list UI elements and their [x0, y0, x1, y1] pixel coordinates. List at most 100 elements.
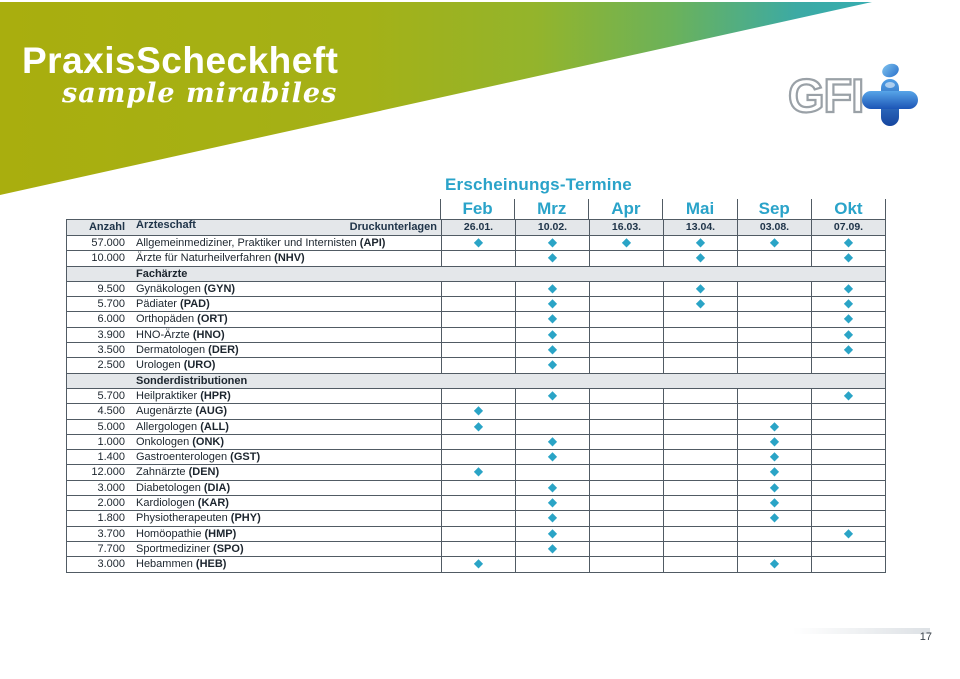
empty-cell	[737, 251, 811, 266]
specialty-cell: Dermatologen (DER)	[136, 344, 239, 357]
empty-cell	[811, 557, 885, 572]
anzahl-header: Anzahl	[88, 221, 125, 233]
druckunterlagen-label: Druckunterlagen	[349, 221, 437, 233]
empty-cell	[663, 419, 737, 434]
publication-marker-icon: ◆	[515, 358, 589, 373]
empty-cell	[663, 480, 737, 496]
count-cell: 3.500	[97, 344, 125, 357]
table-row: 12.000 Zahnärzte (DEN) ◆ ◆	[67, 465, 885, 481]
empty-cell	[589, 419, 663, 434]
table-row: 9.500 Gynäkologen (GYN) ◆ ◆ ◆	[67, 281, 885, 298]
count-cell: 5.700	[97, 298, 125, 311]
months-row: Feb Mrz Apr Mai Sep Okt	[440, 199, 886, 219]
empty-cell	[663, 557, 737, 572]
count-cell: 2.000	[97, 497, 125, 510]
empty-cell	[441, 343, 515, 358]
empty-cell	[811, 358, 885, 373]
month-header-mai: Mai	[662, 199, 736, 219]
table-row: 5.000 Allergologen (ALL) ◆ ◆	[67, 419, 885, 435]
empty-cell	[737, 526, 811, 541]
publication-marker-icon: ◆	[515, 434, 589, 450]
month-header-sep: Sep	[736, 199, 811, 219]
specialty-cell: Diabetologen (DIA)	[136, 481, 231, 494]
publication-marker-icon: ◆	[515, 450, 589, 465]
specialty-cell: Hebammen (HEB)	[136, 558, 227, 571]
empty-cell	[663, 343, 737, 358]
date-header: 10.02.	[515, 220, 589, 235]
gfi-logo-text: GFI	[787, 69, 866, 122]
table-row: 3.000 Diabetologen (DIA) ◆ ◆	[67, 480, 885, 497]
empty-cell	[589, 358, 663, 373]
specialty-cell: Kardiologen (KAR)	[136, 497, 229, 510]
month-header-feb: Feb	[440, 199, 514, 219]
publication-marker-icon: ◆	[441, 419, 515, 434]
brand-subtitle: sample mirabiles	[62, 78, 338, 109]
date-header: 03.08.	[737, 220, 811, 235]
empty-cell	[589, 404, 663, 419]
specialty-cell: HNO-Ärzte (HNO)	[136, 328, 225, 341]
publication-marker-icon: ◆	[811, 388, 885, 404]
month-header-okt: Okt	[810, 199, 885, 219]
table-row: 1.400 Gastroenterologen (GST) ◆ ◆	[67, 450, 885, 466]
section-label: Sonderdistributionen	[136, 374, 248, 387]
publication-marker-icon: ◆	[515, 526, 589, 541]
count-cell: 5.000	[97, 420, 125, 433]
publication-marker-icon: ◆	[737, 557, 811, 572]
publication-marker-icon: ◆	[811, 343, 885, 358]
empty-cell	[663, 526, 737, 541]
publication-marker-icon: ◆	[737, 465, 811, 480]
table-row: 3.900 HNO-Ärzte (HNO) ◆ ◆	[67, 327, 885, 344]
publication-marker-icon: ◆	[441, 465, 515, 480]
publication-marker-icon: ◆	[811, 327, 885, 343]
count-cell: 3.700	[97, 527, 125, 540]
table-title: Erscheinungs-Termine	[445, 175, 632, 194]
empty-cell	[589, 557, 663, 572]
empty-cell	[811, 450, 885, 465]
publication-marker-icon: ◆	[663, 297, 737, 312]
publication-marker-icon: ◆	[663, 236, 737, 251]
month-header-apr: Apr	[588, 199, 662, 219]
section-row: Fachärzte	[67, 266, 885, 282]
empty-cell	[737, 281, 811, 297]
empty-cell	[663, 358, 737, 373]
empty-cell	[737, 297, 811, 312]
publication-marker-icon: ◆	[515, 541, 589, 557]
date-header: 13.04.	[663, 220, 737, 235]
publication-marker-icon: ◆	[441, 557, 515, 572]
publication-marker-icon: ◆	[737, 236, 811, 251]
specialty-cell: Urologen (URO)	[136, 359, 216, 372]
gfi-plus-icon	[859, 61, 919, 128]
publication-marker-icon: ◆	[515, 327, 589, 343]
specialty-cell: Gynäkologen (GYN)	[136, 282, 236, 295]
publication-marker-icon: ◆	[515, 480, 589, 496]
empty-cell	[441, 327, 515, 343]
table-header-row: Anzahl Ärzteschaft Druckunterlagen 26.01…	[67, 220, 885, 236]
specialty-cell: Gastroenterologen (GST)	[136, 451, 261, 464]
empty-cell	[811, 541, 885, 557]
empty-cell	[737, 343, 811, 358]
publication-marker-icon: ◆	[811, 297, 885, 312]
section-label: Fachärzte	[136, 267, 188, 280]
empty-cell	[737, 358, 811, 373]
count-cell: 1.800	[97, 512, 125, 525]
count-cell: 12.000	[91, 466, 125, 479]
table-row: 10.000 Ärzte für Naturheilverfahren (NHV)…	[67, 251, 885, 267]
publication-marker-icon: ◆	[515, 312, 589, 327]
count-cell: 3.000	[97, 481, 125, 494]
publication-marker-icon: ◆	[515, 388, 589, 404]
empty-cell	[663, 541, 737, 557]
table-row: 57.000 Allgemeinmediziner, Praktiker und …	[67, 236, 885, 252]
empty-cell	[441, 358, 515, 373]
empty-cell	[663, 465, 737, 480]
empty-cell	[589, 541, 663, 557]
empty-cell	[589, 434, 663, 450]
publication-marker-icon: ◆	[441, 236, 515, 251]
empty-cell	[441, 511, 515, 526]
count-cell: 5.700	[97, 389, 125, 402]
publication-marker-icon: ◆	[811, 526, 885, 541]
publication-marker-icon: ◆	[515, 236, 589, 251]
table-row: 2.500 Urologen (URO) ◆	[67, 358, 885, 374]
empty-cell	[589, 496, 663, 511]
empty-cell	[663, 496, 737, 511]
table-row: 1.000 Onkologen (ONK) ◆ ◆	[67, 434, 885, 451]
